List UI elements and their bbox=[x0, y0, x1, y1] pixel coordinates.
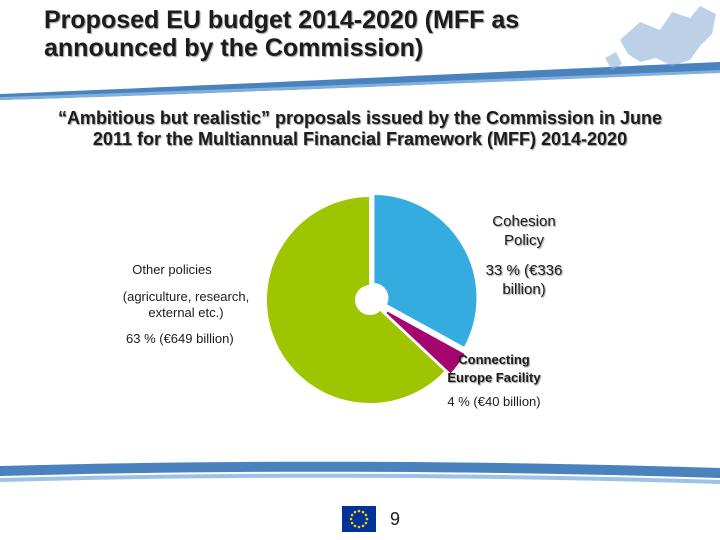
flag-star-icon bbox=[353, 524, 357, 528]
flag-star-icon bbox=[353, 510, 357, 514]
flag-star-icon bbox=[350, 521, 354, 525]
footer-band bbox=[0, 461, 720, 484]
flag-star-icon bbox=[357, 509, 361, 513]
page-number: 9 bbox=[390, 509, 401, 529]
europe-map-icon bbox=[605, 6, 716, 70]
header-band bbox=[0, 6, 720, 100]
flag-star-icon bbox=[364, 521, 368, 525]
eu-flag-icon bbox=[342, 506, 376, 532]
flag-star-icon bbox=[350, 513, 354, 517]
flag-star-icon bbox=[361, 524, 365, 528]
label-cef-name: Connecting Europe Facility bbox=[447, 352, 541, 385]
label-other-value: 63 % (€649 billion) bbox=[126, 331, 234, 346]
pie-center-hole bbox=[356, 286, 384, 314]
label-cohesion-name: Cohesion Policy bbox=[492, 213, 556, 249]
label-cef-value: 4 % (€40 billion) bbox=[447, 394, 541, 409]
slide-subtitle: “Ambitious but realistic” proposals issu… bbox=[57, 108, 663, 149]
slice-connecting-europe-facility bbox=[383, 308, 468, 377]
slice-cohesion-policy bbox=[372, 192, 479, 350]
flag-star-icon bbox=[361, 510, 365, 514]
flag-star-icon bbox=[364, 513, 368, 517]
label-cohesion-value: 33 % (€336 billion) bbox=[485, 262, 563, 298]
label-other-name: Other policies bbox=[132, 262, 212, 277]
flag-star-icon bbox=[349, 517, 353, 521]
label-other-detail: (agriculture, research, external etc.) bbox=[122, 289, 250, 320]
flag-star-icon bbox=[357, 525, 361, 529]
slide-title: Proposed EU budget 2014-2020 (MFF as ann… bbox=[44, 6, 520, 62]
flag-star-icon bbox=[365, 517, 369, 521]
